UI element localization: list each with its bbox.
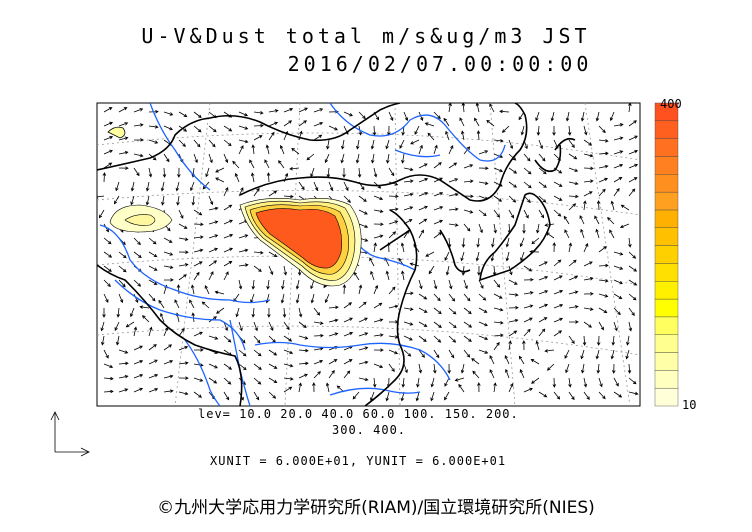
colorbar-min-label: 10 (682, 398, 697, 412)
colorbar-swatch (654, 298, 679, 318)
colorbar-swatch (654, 156, 679, 175)
colorbar-swatch (654, 245, 679, 264)
rivers (99, 103, 506, 406)
colorbar-swatch (654, 174, 679, 193)
colorbar-swatch (654, 352, 679, 371)
colorbar-swatch (654, 263, 679, 282)
colorbar-swatch (654, 191, 679, 211)
colorbar-swatch (654, 316, 679, 335)
colorbar-max-label: 400 (660, 97, 682, 111)
colorbar-swatch (654, 120, 679, 139)
coastlines-borders (97, 103, 576, 406)
colorbar-swatch (654, 209, 679, 228)
colorbar-swatch (654, 138, 679, 157)
dust-plume-contours (109, 198, 362, 287)
vector-units-line: XUNIT = 6.000E+01, YUNIT = 6.000E+01 (210, 454, 507, 468)
map-title: U-V&Dust total m/s&ug/m3 JST (141, 24, 591, 48)
colorbar-swatch (654, 102, 679, 122)
reference-vector-axes (50, 411, 90, 457)
colorbar-swatch (654, 281, 679, 300)
colorbar-swatch (654, 227, 679, 246)
colorbar-swatch (654, 334, 679, 353)
contour-levels-line2: 300. 400. (332, 423, 407, 437)
copyright-notice: ©九州大学応用力学研究所(RIAM)/国立環境研究所(NIES) (157, 498, 595, 518)
colorbar (654, 102, 679, 407)
map-timestamp: 2016/02/07.00:00:00 (287, 52, 593, 76)
graticule (97, 103, 640, 406)
contour-levels-line1: lev= 10.0 20.0 40.0 60.0 100. 150. 200. (198, 407, 519, 421)
colorbar-swatch (654, 387, 679, 407)
colorbar-swatch (654, 370, 679, 389)
map-frame (96, 102, 641, 407)
